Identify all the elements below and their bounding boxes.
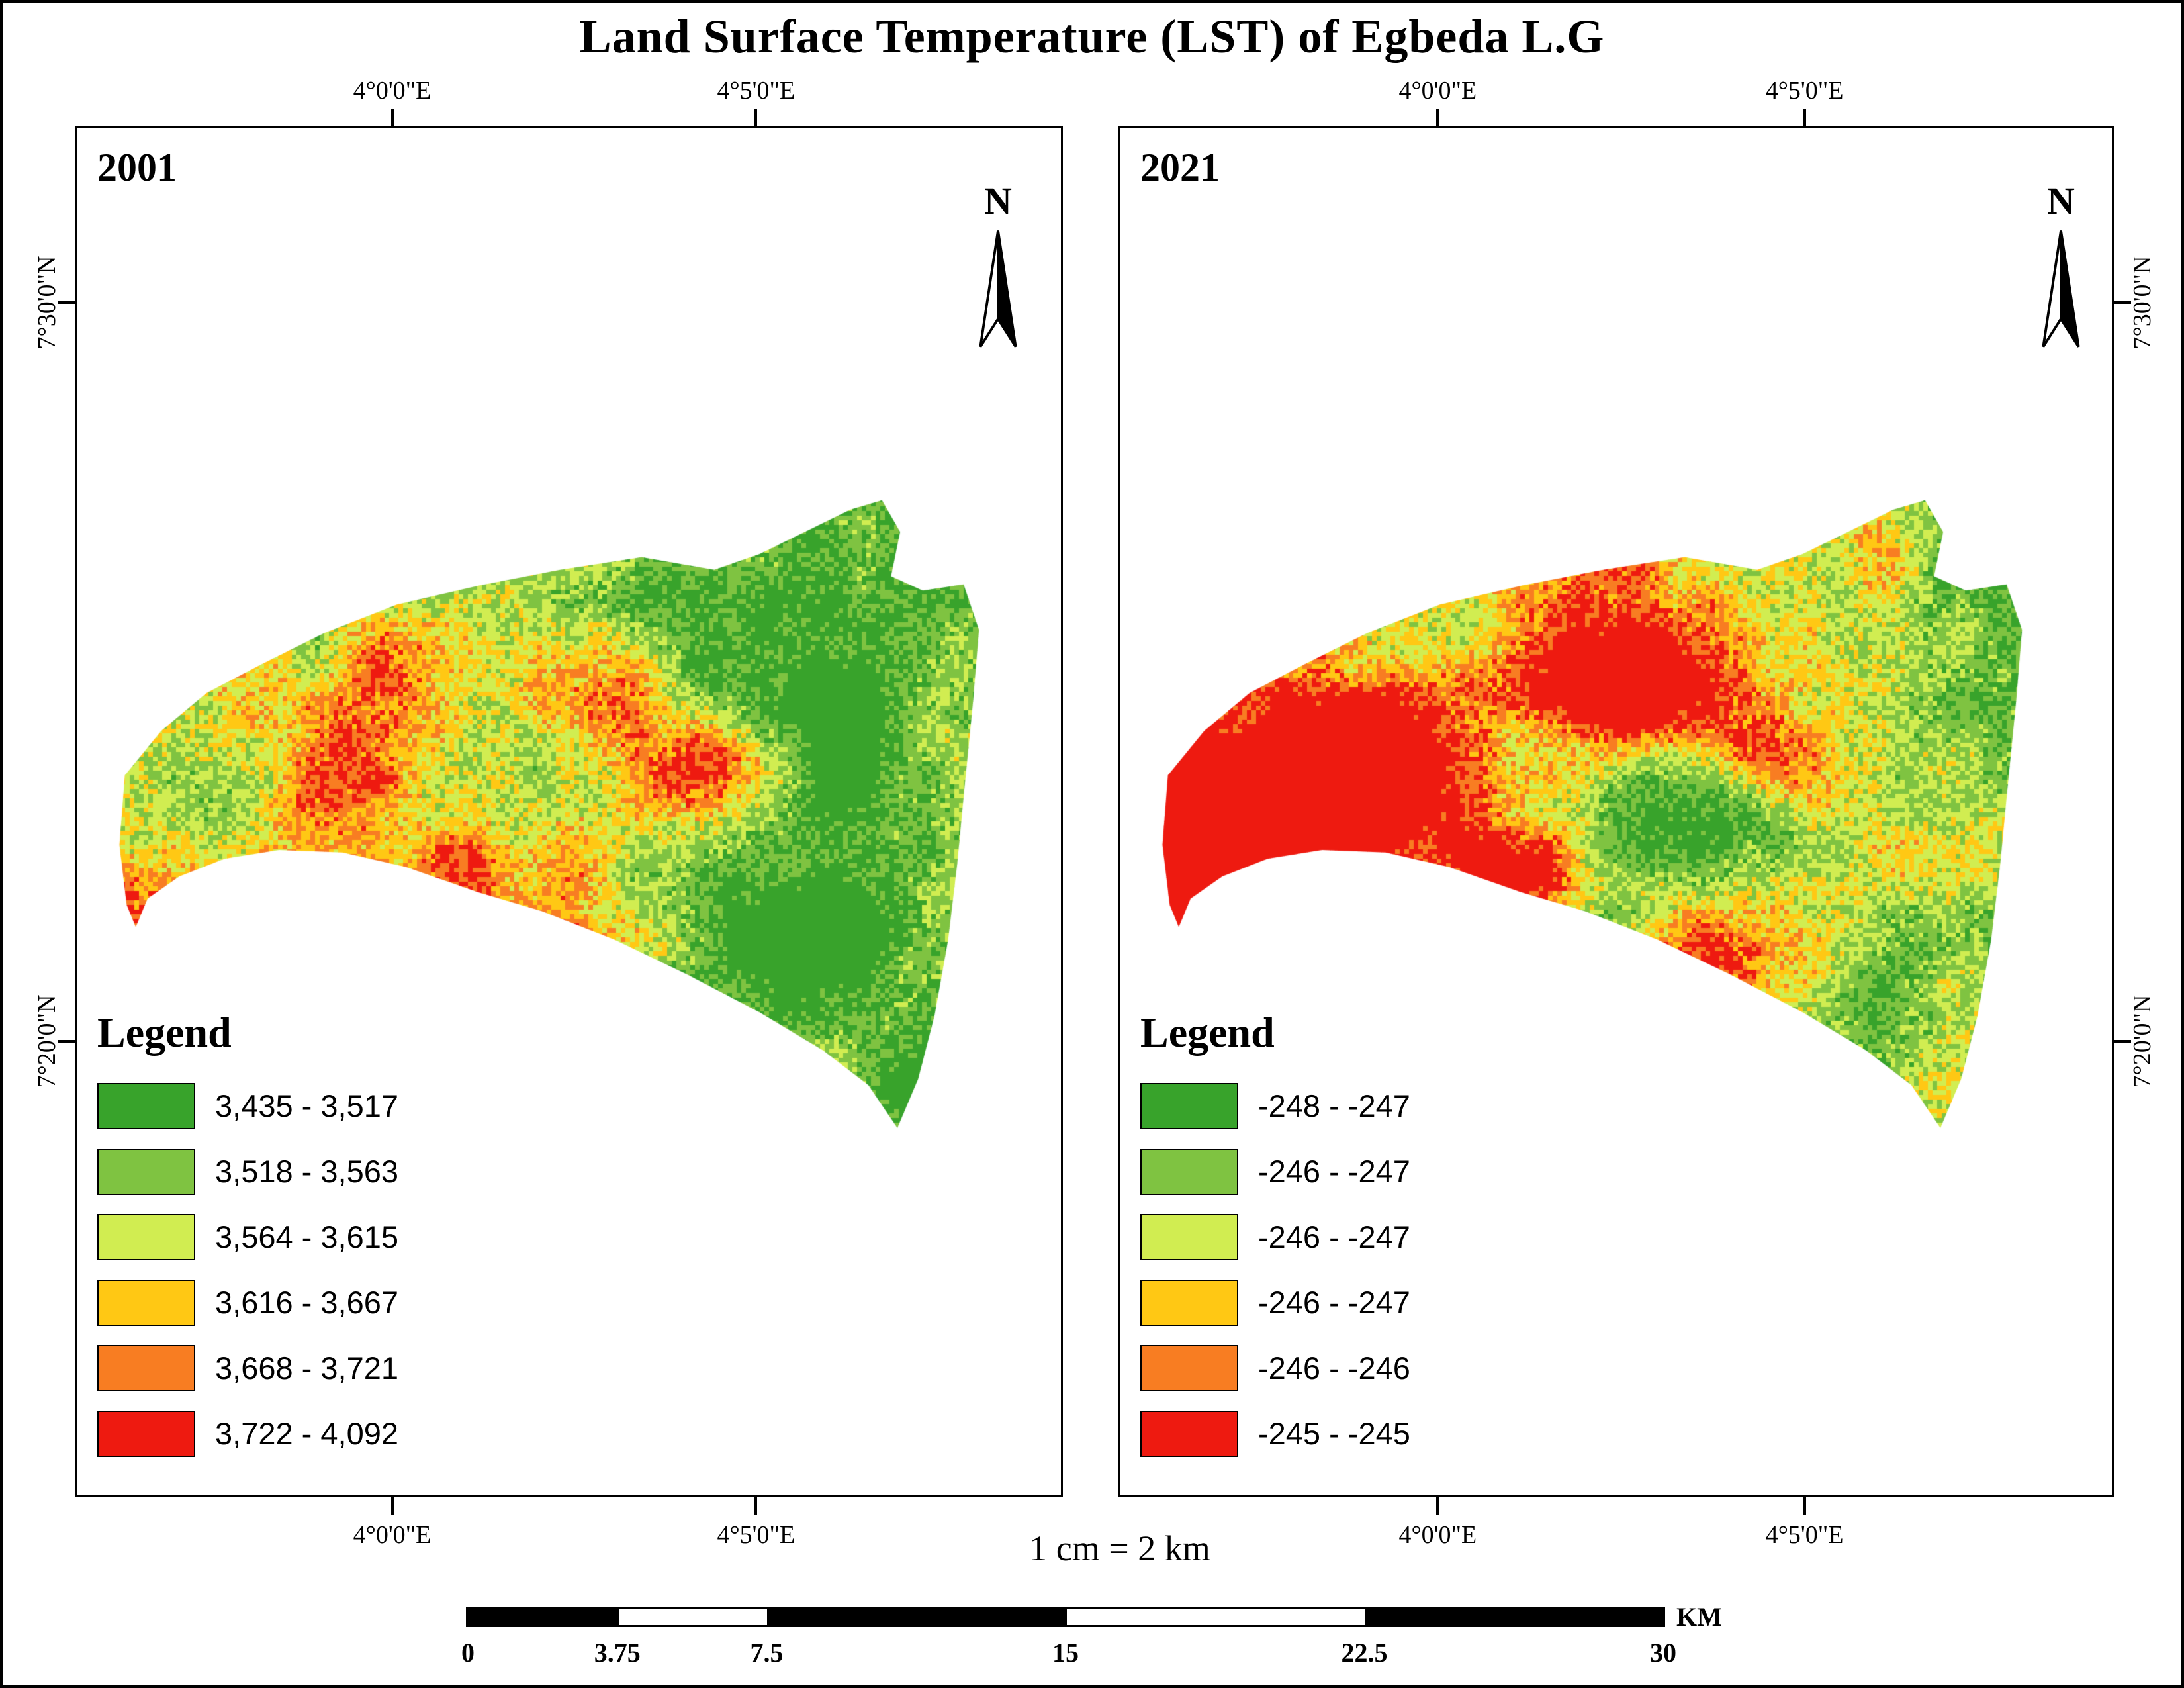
map-scale-text: 1 cm = 2 km — [1029, 1528, 1210, 1568]
legend-label: -248 - -247 — [1258, 1088, 1410, 1123]
lon-tick — [1436, 1497, 1439, 1515]
scale-bar-segment — [766, 1609, 1066, 1625]
legend-label: 3,564 - 3,615 — [215, 1219, 398, 1254]
north-arrow: N — [948, 182, 1048, 355]
lat-label: 7°20'0"N — [2128, 994, 2156, 1088]
lat-tick — [2114, 301, 2131, 305]
scale-bar-segment — [468, 1609, 617, 1625]
legend-title: Legend — [1140, 1009, 1275, 1056]
lon-label: 4°5'0"E — [1765, 1521, 1844, 1549]
year-label: 2001 — [97, 146, 177, 189]
lat-tick — [58, 1040, 75, 1043]
legend-swatch — [97, 1213, 195, 1260]
lon-tick — [754, 109, 758, 126]
scale-bar-label: 15 — [1052, 1638, 1079, 1667]
figure-title: Land Surface Temperature (LST) of Egbeda… — [579, 10, 1605, 63]
legend-label: -246 - -247 — [1258, 1219, 1410, 1254]
legend-swatch — [1140, 1279, 1238, 1326]
legend-label: -246 - -246 — [1258, 1350, 1410, 1385]
legend-item: -246 - -247 — [1140, 1204, 1410, 1270]
map-panel-2001: 4°0'0"E 4°5'0"E 4°0'0"E 4°5'0"E 7°30'0"N… — [33, 77, 1063, 1549]
lat-label: 7°20'0"N — [33, 994, 61, 1088]
lon-tick — [754, 1497, 758, 1515]
legend-swatch — [97, 1148, 195, 1195]
north-arrow-icon — [2042, 230, 2080, 348]
legend-swatch — [1140, 1213, 1238, 1260]
scale-bar-segment — [1364, 1609, 1663, 1625]
legend-label: -246 - -247 — [1258, 1154, 1410, 1189]
legend-item: 3,518 - 3,563 — [97, 1139, 398, 1204]
north-arrow-icon — [979, 230, 1017, 348]
lst-raster-2001 — [116, 497, 1023, 1129]
lon-label: 4°0'0"E — [1398, 77, 1477, 105]
map-panel-2021: 4°0'0"E 4°5'0"E 4°0'0"E 4°5'0"E 7°30'0"N… — [1118, 77, 2156, 1549]
scale-bar-segment — [1066, 1609, 1365, 1625]
legend-label: 3,722 - 4,092 — [215, 1416, 398, 1451]
legend-swatch — [1140, 1082, 1238, 1129]
north-label: N — [2047, 179, 2075, 222]
legend-swatch — [97, 1279, 195, 1326]
legend-label: -246 - -247 — [1258, 1285, 1410, 1320]
lst-raster-2021 — [1159, 497, 2066, 1129]
scale-bar-label: 3.75 — [594, 1638, 641, 1667]
legend-swatch — [97, 1410, 195, 1457]
scale-bar-label: 0 — [461, 1638, 475, 1667]
lon-tick — [1803, 1497, 1806, 1515]
north-arrow: N — [2011, 182, 2111, 355]
legend-label: 3,616 - 3,667 — [215, 1285, 398, 1320]
lon-label: 4°5'0"E — [1765, 77, 1844, 105]
scale-bar: 0 3.75 7.5 15 22.5 30 KM — [461, 1602, 1722, 1667]
legend-item: 3,435 - 3,517 — [97, 1073, 398, 1139]
lon-label: 4°0'0"E — [353, 77, 432, 105]
legend-swatch — [97, 1082, 195, 1129]
lat-tick — [58, 301, 75, 305]
legend-swatch — [1140, 1344, 1238, 1391]
legend-item: 3,668 - 3,721 — [97, 1335, 398, 1401]
scale-bar-unit: KM — [1676, 1602, 1722, 1632]
lon-label: 4°5'0"E — [717, 1521, 796, 1549]
legend-item: -248 - -247 — [1140, 1073, 1410, 1139]
north-label: N — [984, 179, 1012, 222]
legend-item: -246 - -247 — [1140, 1270, 1410, 1335]
lat-label: 7°30'0"N — [2128, 256, 2156, 350]
lon-tick — [390, 109, 394, 126]
lon-tick — [390, 1497, 394, 1515]
lat-label: 7°30'0"N — [33, 256, 61, 350]
legend-swatch — [1140, 1410, 1238, 1457]
legend-label: 3,435 - 3,517 — [215, 1088, 398, 1123]
lon-label: 4°0'0"E — [1398, 1521, 1477, 1549]
legend-swatch — [1140, 1148, 1238, 1195]
legend-item: 3,616 - 3,667 — [97, 1270, 398, 1335]
legend-label: 3,668 - 3,721 — [215, 1350, 398, 1385]
scale-bar-label: 7.5 — [750, 1638, 784, 1667]
legend-item: -246 - -246 — [1140, 1335, 1410, 1401]
lon-tick — [1803, 109, 1806, 126]
lat-tick — [2114, 1040, 2131, 1043]
legend-item: -246 - -247 — [1140, 1139, 1410, 1204]
legend-swatch — [97, 1344, 195, 1391]
scale-bar-segment — [617, 1609, 767, 1625]
legend-item: 3,564 - 3,615 — [97, 1204, 398, 1270]
legend-label: -245 - -245 — [1258, 1416, 1410, 1451]
year-label: 2021 — [1140, 146, 1220, 189]
legend-label: 3,518 - 3,563 — [215, 1154, 398, 1189]
legend-item: 3,722 - 4,092 — [97, 1401, 398, 1466]
scale-bar-label: 22.5 — [1341, 1638, 1388, 1667]
legend-item: -245 - -245 — [1140, 1401, 1410, 1466]
lon-label: 4°5'0"E — [717, 77, 796, 105]
scale-bar-label: 30 — [1650, 1638, 1676, 1667]
lon-label: 4°0'0"E — [353, 1521, 432, 1549]
lon-tick — [1436, 109, 1439, 126]
legend-2001: Legend 3,435 - 3,517 3,518 - 3,563 3,564… — [97, 1008, 398, 1466]
legend-2021: Legend -248 - -247 -246 - -247 -246 - -2… — [1140, 1008, 1410, 1466]
legend-title: Legend — [97, 1009, 232, 1056]
